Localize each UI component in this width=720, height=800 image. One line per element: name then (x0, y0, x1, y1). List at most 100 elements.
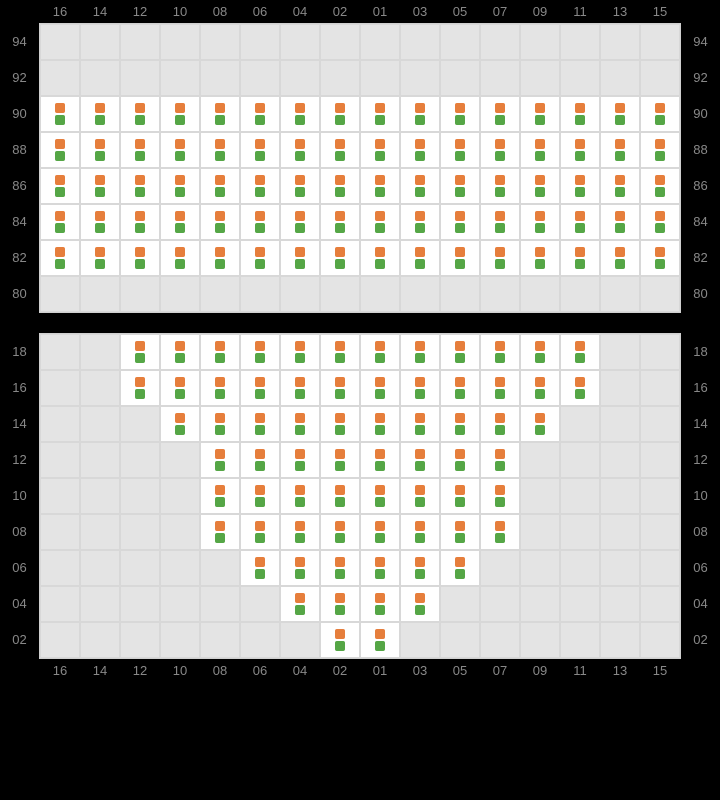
grid-cell[interactable] (80, 132, 120, 168)
grid-cell[interactable] (120, 370, 160, 406)
grid-cell[interactable] (520, 204, 560, 240)
grid-cell[interactable] (440, 168, 480, 204)
grid-cell[interactable] (320, 370, 360, 406)
grid-cell[interactable] (480, 406, 520, 442)
grid-cell[interactable] (80, 96, 120, 132)
grid-cell[interactable] (320, 132, 360, 168)
grid-cell[interactable] (280, 240, 320, 276)
grid-cell[interactable] (280, 478, 320, 514)
grid-cell[interactable] (480, 204, 520, 240)
grid-cell[interactable] (400, 96, 440, 132)
grid-cell[interactable] (360, 96, 400, 132)
grid-cell[interactable] (200, 204, 240, 240)
grid-cell[interactable] (400, 240, 440, 276)
grid-cell[interactable] (600, 240, 640, 276)
grid-cell[interactable] (160, 334, 200, 370)
grid-cell[interactable] (560, 370, 600, 406)
grid-cell[interactable] (280, 406, 320, 442)
grid-cell[interactable] (40, 168, 80, 204)
grid-cell[interactable] (200, 96, 240, 132)
grid-cell[interactable] (160, 370, 200, 406)
grid-cell[interactable] (440, 442, 480, 478)
grid-cell[interactable] (440, 334, 480, 370)
grid-cell[interactable] (200, 334, 240, 370)
grid-cell[interactable] (240, 240, 280, 276)
grid-cell[interactable] (480, 96, 520, 132)
grid-cell[interactable] (640, 96, 680, 132)
grid-cell[interactable] (400, 442, 440, 478)
grid-cell[interactable] (360, 406, 400, 442)
grid-cell[interactable] (280, 168, 320, 204)
grid-cell[interactable] (360, 478, 400, 514)
grid-cell[interactable] (40, 96, 80, 132)
grid-cell[interactable] (240, 334, 280, 370)
grid-cell[interactable] (440, 550, 480, 586)
grid-cell[interactable] (200, 240, 240, 276)
grid-cell[interactable] (160, 132, 200, 168)
grid-cell[interactable] (280, 96, 320, 132)
grid-cell[interactable] (600, 204, 640, 240)
grid-cell[interactable] (200, 406, 240, 442)
grid-cell[interactable] (280, 514, 320, 550)
grid-cell[interactable] (440, 478, 480, 514)
grid-cell[interactable] (400, 586, 440, 622)
grid-cell[interactable] (360, 622, 400, 658)
grid-cell[interactable] (640, 132, 680, 168)
grid-cell[interactable] (160, 406, 200, 442)
grid-cell[interactable] (240, 132, 280, 168)
grid-cell[interactable] (240, 204, 280, 240)
grid-cell[interactable] (200, 478, 240, 514)
grid-cell[interactable] (400, 550, 440, 586)
grid-cell[interactable] (520, 334, 560, 370)
grid-cell[interactable] (40, 240, 80, 276)
grid-cell[interactable] (200, 514, 240, 550)
grid-cell[interactable] (480, 240, 520, 276)
grid-cell[interactable] (120, 334, 160, 370)
grid-cell[interactable] (440, 132, 480, 168)
grid-cell[interactable] (280, 132, 320, 168)
grid-cell[interactable] (560, 132, 600, 168)
grid-cell[interactable] (320, 442, 360, 478)
grid-cell[interactable] (520, 132, 560, 168)
grid-cell[interactable] (480, 334, 520, 370)
grid-cell[interactable] (640, 204, 680, 240)
grid-cell[interactable] (520, 240, 560, 276)
grid-cell[interactable] (240, 406, 280, 442)
grid-cell[interactable] (320, 514, 360, 550)
grid-cell[interactable] (480, 132, 520, 168)
grid-cell[interactable] (80, 240, 120, 276)
grid-cell[interactable] (400, 204, 440, 240)
grid-cell[interactable] (280, 442, 320, 478)
grid-cell[interactable] (480, 168, 520, 204)
grid-cell[interactable] (240, 478, 280, 514)
grid-cell[interactable] (560, 240, 600, 276)
grid-cell[interactable] (120, 168, 160, 204)
grid-cell[interactable] (560, 168, 600, 204)
grid-cell[interactable] (280, 550, 320, 586)
grid-cell[interactable] (520, 168, 560, 204)
grid-cell[interactable] (360, 240, 400, 276)
grid-cell[interactable] (200, 132, 240, 168)
grid-cell[interactable] (640, 240, 680, 276)
grid-cell[interactable] (320, 204, 360, 240)
grid-cell[interactable] (560, 204, 600, 240)
grid-cell[interactable] (80, 168, 120, 204)
grid-cell[interactable] (120, 204, 160, 240)
grid-cell[interactable] (520, 96, 560, 132)
grid-cell[interactable] (280, 204, 320, 240)
grid-cell[interactable] (480, 442, 520, 478)
grid-cell[interactable] (240, 168, 280, 204)
grid-cell[interactable] (320, 622, 360, 658)
grid-cell[interactable] (200, 370, 240, 406)
grid-cell[interactable] (240, 514, 280, 550)
grid-cell[interactable] (360, 370, 400, 406)
grid-cell[interactable] (360, 586, 400, 622)
grid-cell[interactable] (240, 550, 280, 586)
grid-cell[interactable] (360, 334, 400, 370)
grid-cell[interactable] (560, 96, 600, 132)
grid-cell[interactable] (240, 442, 280, 478)
grid-cell[interactable] (120, 240, 160, 276)
grid-cell[interactable] (160, 96, 200, 132)
grid-cell[interactable] (320, 168, 360, 204)
grid-cell[interactable] (640, 168, 680, 204)
